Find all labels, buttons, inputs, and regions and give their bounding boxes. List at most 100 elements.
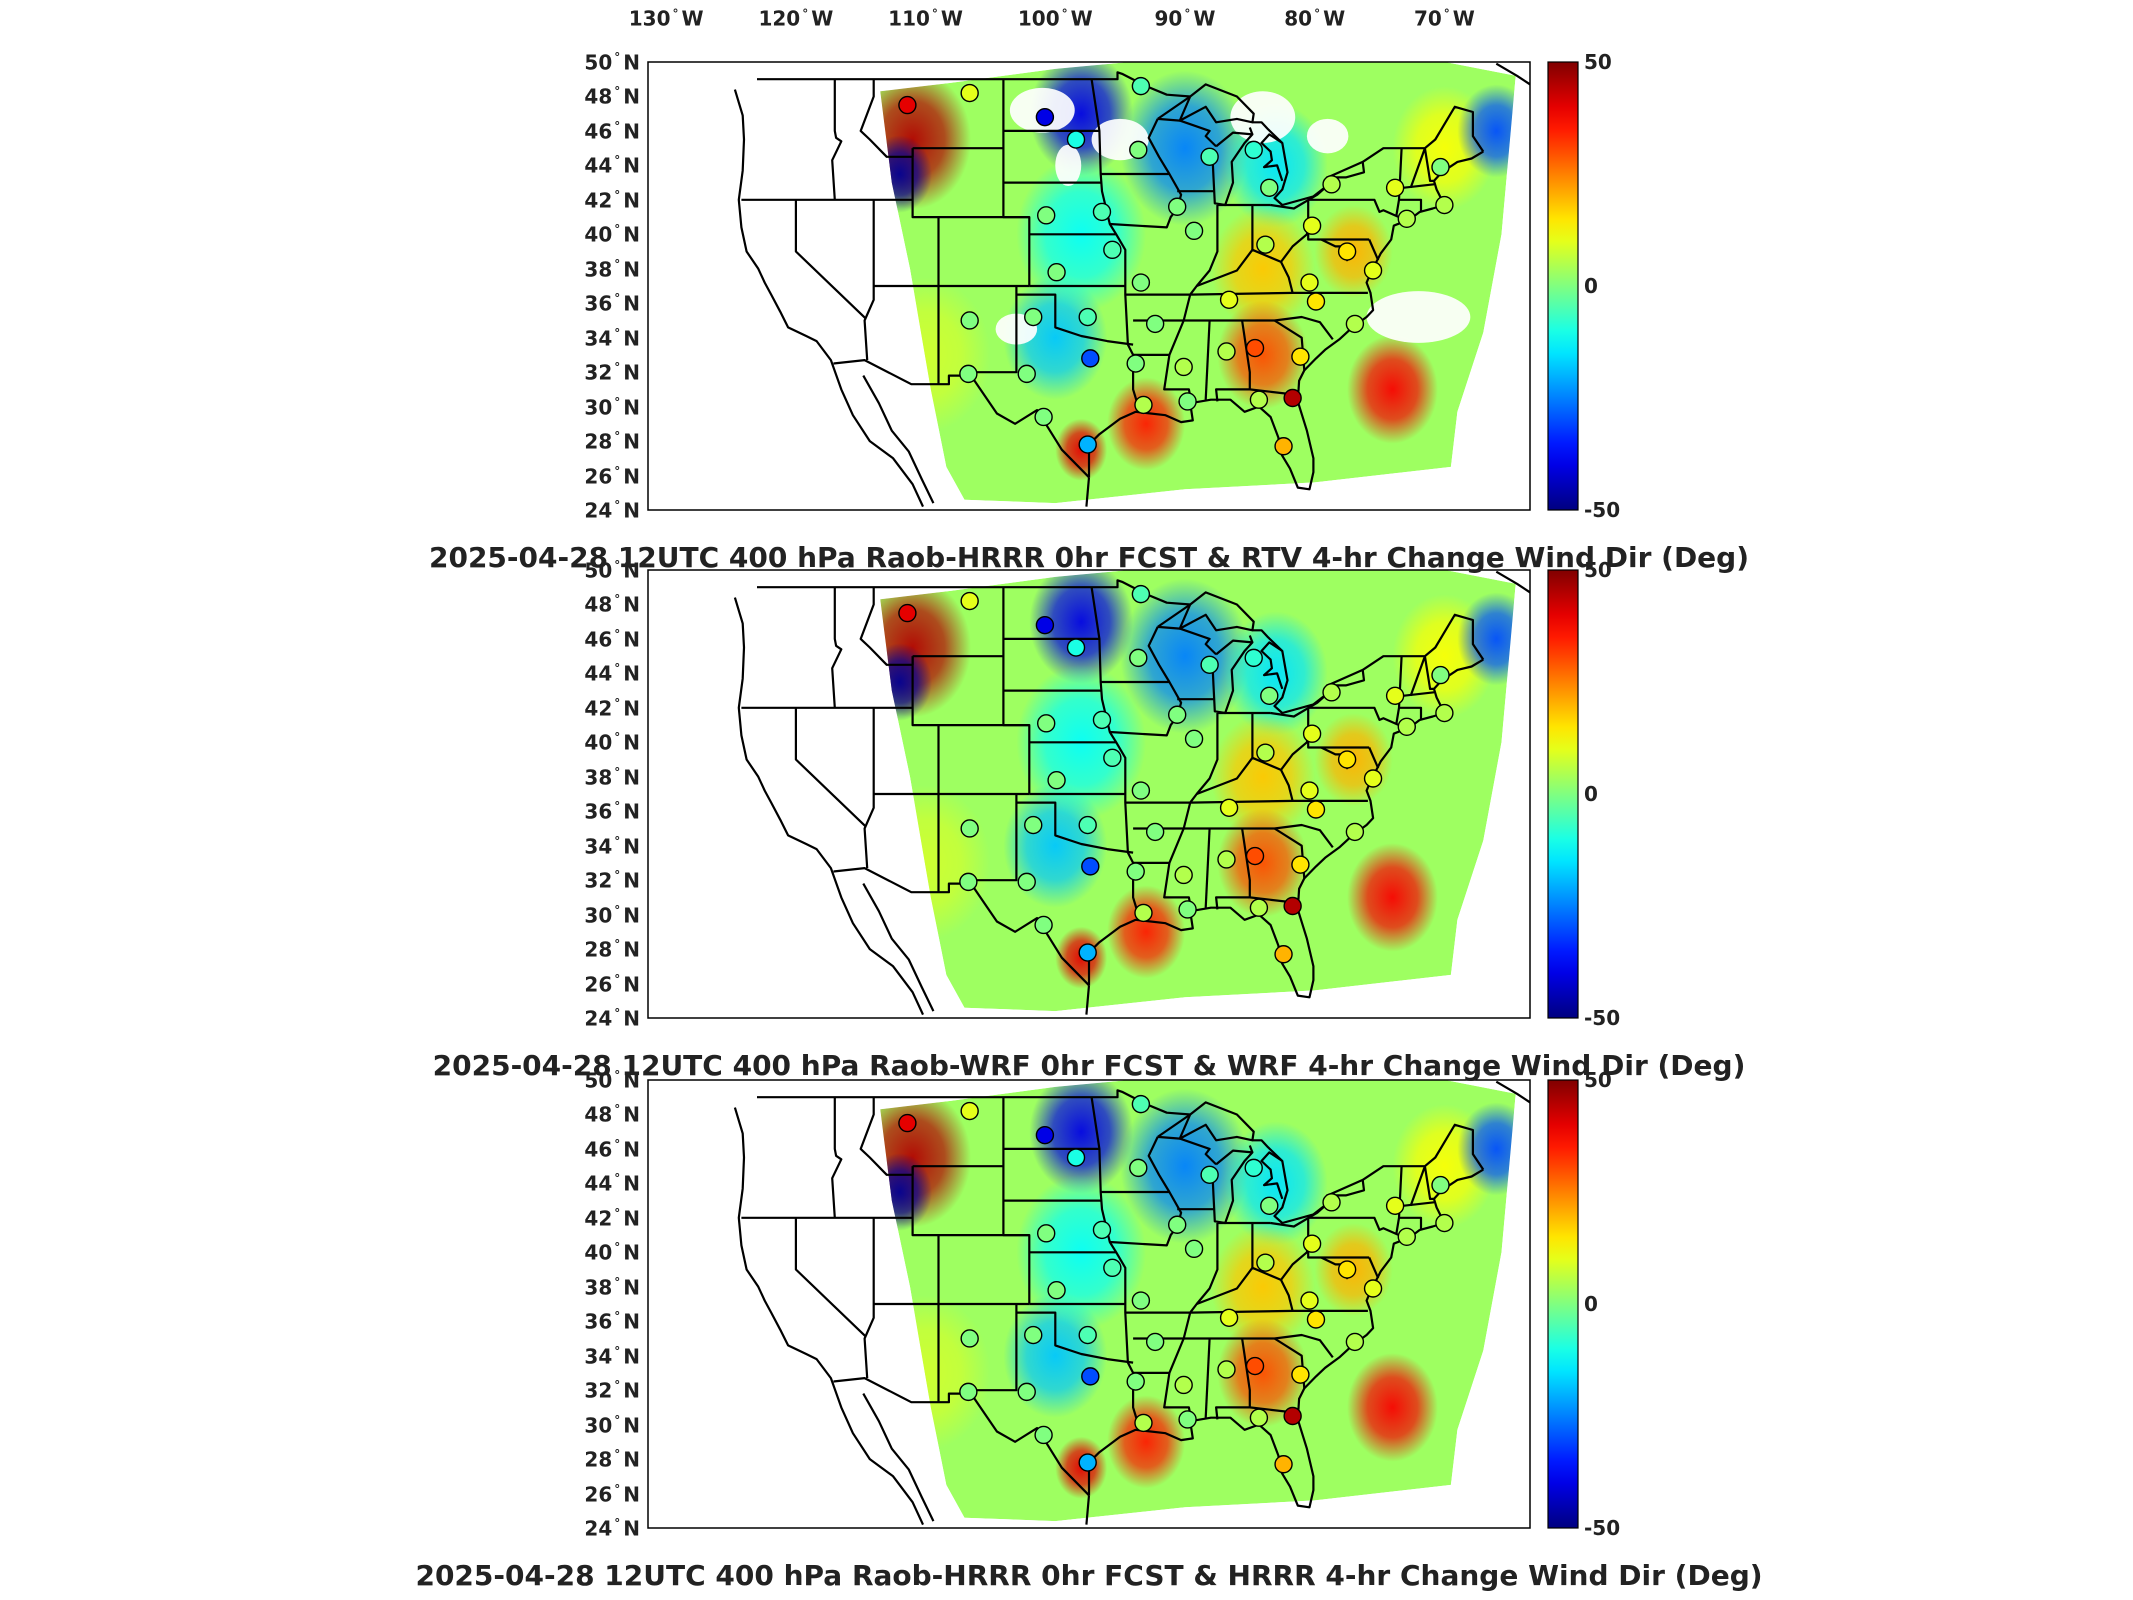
raob-station-marker bbox=[1035, 615, 1055, 635]
latitude-tick-label: 40 ° N bbox=[584, 1240, 640, 1265]
latitude-tick-label: 26 ° N bbox=[584, 1481, 640, 1506]
latitude-tick-label: 36 ° N bbox=[584, 291, 640, 316]
raob-station-marker bbox=[1291, 855, 1310, 874]
colorbar bbox=[1547, 1079, 1579, 1529]
longitude-tick-label: 110 ° W bbox=[888, 6, 963, 31]
raob-station-marker bbox=[1345, 822, 1365, 842]
raob-station-marker bbox=[1145, 314, 1165, 334]
raob-station-marker bbox=[1291, 1365, 1310, 1384]
raob-station-marker bbox=[1034, 1425, 1053, 1445]
raob-station-marker bbox=[1397, 717, 1416, 736]
raob-station-marker bbox=[1256, 743, 1275, 762]
raob-station-marker bbox=[1397, 209, 1416, 229]
longitude-tick-label: 90 ° W bbox=[1154, 6, 1216, 31]
raob-station-marker bbox=[1078, 307, 1097, 327]
raob-station-marker bbox=[1103, 748, 1122, 768]
latitude-tick-label: 24 ° N bbox=[584, 498, 640, 523]
latitude-tick-label: 44 ° N bbox=[584, 1171, 640, 1196]
raob-station-marker bbox=[1131, 584, 1151, 604]
panel-title: 2025-04-28 12UTC 400 hPa Raob-HRRR 0hr F… bbox=[428, 541, 1750, 574]
raob-station-marker bbox=[1017, 872, 1036, 892]
raob-station-marker bbox=[1244, 140, 1263, 160]
raob-station-marker bbox=[1167, 197, 1187, 216]
raob-station-marker bbox=[1302, 1234, 1322, 1253]
raob-station-marker bbox=[1397, 1227, 1416, 1247]
raob-station-marker bbox=[1145, 822, 1165, 842]
raob-stations bbox=[898, 1094, 1454, 1474]
raob-station-marker bbox=[1219, 290, 1239, 309]
raob-station-marker bbox=[1431, 1175, 1450, 1195]
raob-station-marker bbox=[1131, 273, 1151, 292]
raob-station-marker bbox=[1047, 1281, 1066, 1300]
raob-station-marker bbox=[1092, 710, 1112, 730]
raob-station-marker bbox=[960, 311, 979, 330]
raob-station-marker bbox=[1092, 202, 1112, 222]
raob-station-marker bbox=[960, 1329, 979, 1348]
raob-station-marker bbox=[1245, 1356, 1265, 1376]
raob-station-marker bbox=[1260, 178, 1279, 197]
raob-station-marker bbox=[1256, 235, 1275, 254]
raob-station-marker bbox=[1126, 1372, 1145, 1391]
raob-station-marker bbox=[1047, 771, 1066, 790]
raob-station-marker bbox=[1200, 147, 1219, 166]
raob-station-marker bbox=[1245, 846, 1265, 866]
raob-station-marker bbox=[1129, 648, 1148, 668]
raob-station-marker bbox=[1200, 655, 1219, 674]
raob-station-marker bbox=[1126, 862, 1145, 881]
panel-title: 2025-04-28 12UTC 400 hPa Raob-WRF 0hr FC… bbox=[432, 1049, 1746, 1082]
colorbar-tick-label: 50 bbox=[1584, 50, 1612, 74]
raob-station-marker bbox=[1078, 1453, 1097, 1472]
raob-station-marker bbox=[1244, 648, 1263, 668]
raob-station-marker bbox=[1345, 314, 1365, 334]
raob-station-marker bbox=[1249, 1408, 1269, 1427]
latitude-tick-label: 36 ° N bbox=[584, 799, 640, 824]
raob-station-marker bbox=[1283, 896, 1302, 916]
colorbar-tick-label: 0 bbox=[1584, 274, 1598, 298]
raob-station-marker bbox=[898, 1113, 917, 1133]
latitude-tick-label: 48 ° N bbox=[584, 84, 640, 109]
raob-station-marker bbox=[1035, 1125, 1055, 1145]
raob-station-marker bbox=[1035, 107, 1055, 127]
colorbar-tick-label: 0 bbox=[1584, 782, 1598, 806]
raob-station-marker bbox=[1066, 130, 1086, 149]
colorbar bbox=[1547, 569, 1579, 1019]
map-frame bbox=[647, 1079, 1531, 1529]
raob-station-marker bbox=[1322, 175, 1341, 194]
latitude-tick-label: 40 ° N bbox=[584, 730, 640, 755]
raob-station-marker bbox=[1283, 1406, 1302, 1426]
raob-station-marker bbox=[1078, 1325, 1097, 1345]
latitude-tick-label: 32 ° N bbox=[584, 868, 640, 893]
raob-station-marker bbox=[1017, 1382, 1036, 1402]
raob-station-marker bbox=[1034, 407, 1053, 427]
longitude-tick-label: 120 ° W bbox=[758, 6, 834, 31]
raob-station-marker bbox=[898, 603, 917, 623]
raob-station-marker bbox=[1024, 307, 1043, 327]
raob-station-marker bbox=[1081, 349, 1100, 368]
state-boundaries bbox=[733, 1080, 1530, 1526]
latitude-tick-label: 34 ° N bbox=[584, 1344, 640, 1369]
raob-station-marker bbox=[1337, 750, 1357, 769]
raob-stations bbox=[898, 584, 1454, 964]
raob-station-marker bbox=[1245, 338, 1265, 358]
raob-station-marker bbox=[1134, 1413, 1153, 1433]
latitude-tick-label: 24 ° N bbox=[584, 1006, 640, 1031]
raob-station-marker bbox=[1302, 216, 1322, 235]
raob-station-marker bbox=[960, 83, 979, 103]
raob-station-marker bbox=[1431, 157, 1450, 177]
raob-station-marker bbox=[1306, 800, 1326, 819]
raob-station-marker bbox=[1363, 769, 1383, 788]
raob-station-marker bbox=[1167, 1215, 1187, 1234]
raob-station-marker bbox=[959, 872, 978, 892]
raob-station-marker bbox=[1219, 1308, 1239, 1327]
colorbar-tick-label: -50 bbox=[1584, 1006, 1621, 1030]
map-panel-rtv bbox=[647, 61, 1579, 511]
latitude-tick-label: 50 ° N bbox=[584, 50, 640, 75]
latitude-tick-label: 40 ° N bbox=[584, 222, 640, 247]
raob-station-marker bbox=[1274, 437, 1293, 456]
raob-station-marker bbox=[1036, 714, 1056, 733]
raob-station-marker bbox=[1200, 1165, 1219, 1184]
raob-station-marker bbox=[1134, 903, 1153, 923]
raob-station-marker bbox=[1306, 292, 1326, 311]
map-frame bbox=[647, 61, 1531, 511]
